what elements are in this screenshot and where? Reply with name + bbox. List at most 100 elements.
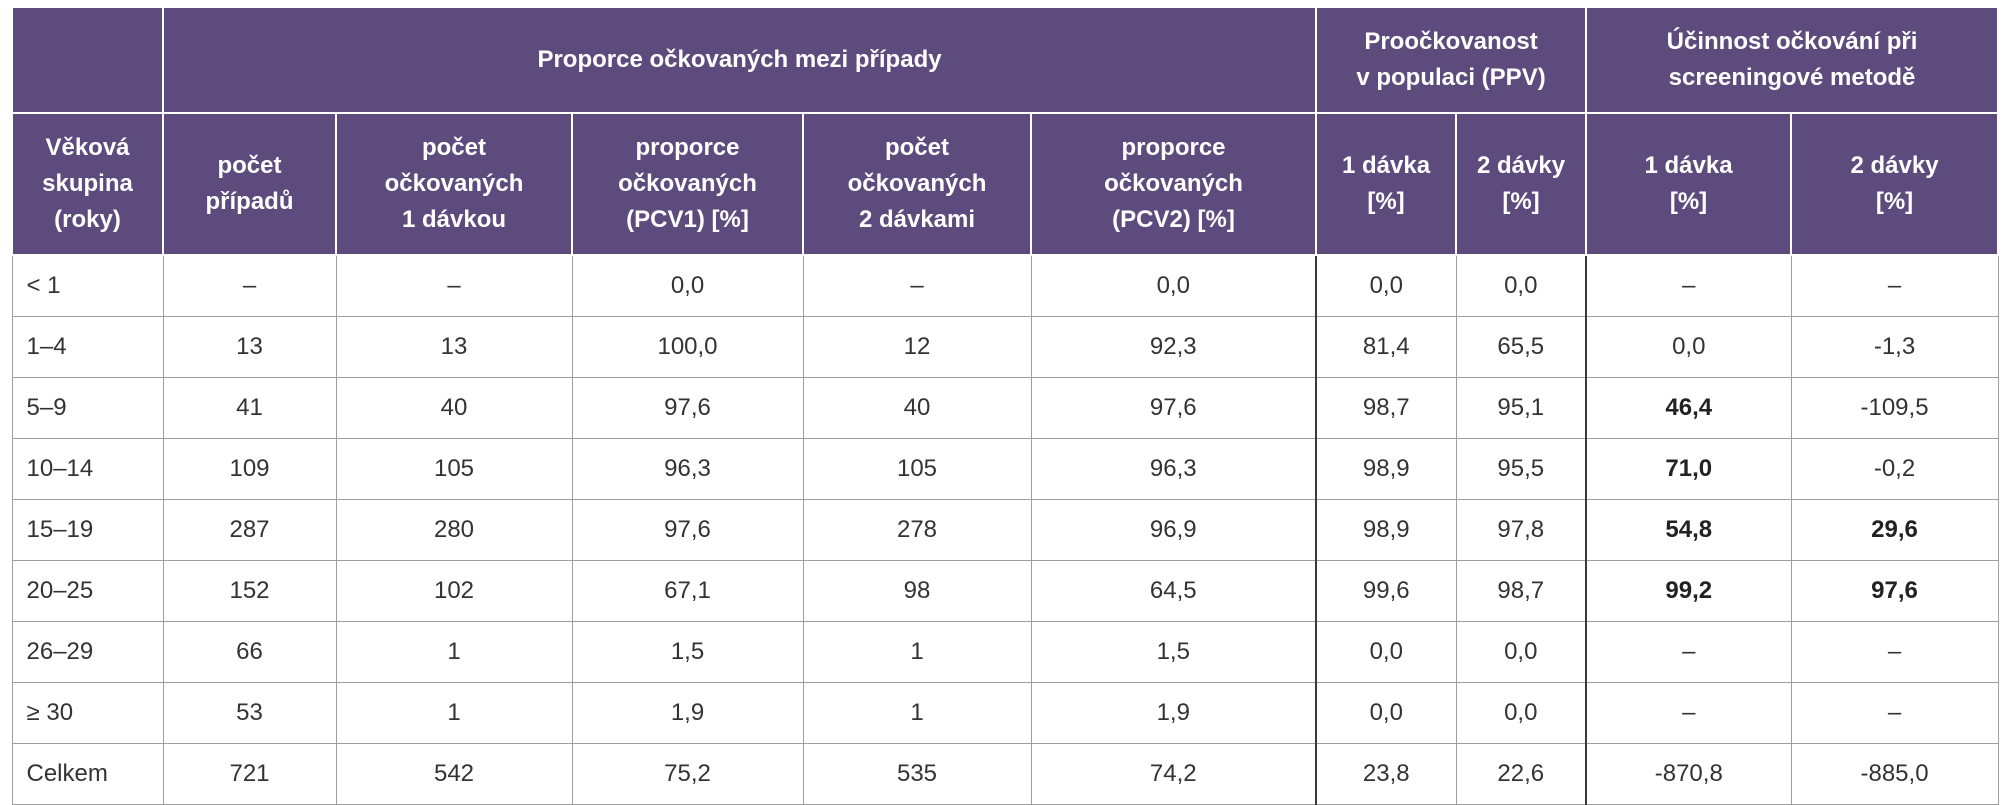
cell-efficacy-1: – — [1585, 254, 1792, 317]
cell-coverage-1: 98,9 — [1315, 499, 1457, 561]
cell-efficacy-2: -1,3 — [1790, 316, 1999, 378]
cell-vaccinated-1: 13 — [335, 316, 573, 378]
cell-proportion-1: 100,0 — [571, 316, 804, 378]
cell-efficacy-2: 29,6 — [1790, 499, 1999, 561]
cell-cases: 152 — [162, 560, 337, 622]
cell-vaccinated-1: – — [335, 254, 573, 317]
header-coverage-2: 2 dávky [%] — [1455, 112, 1588, 256]
cell-coverage-1: 0,0 — [1315, 682, 1457, 744]
cell-proportion-1: 0,0 — [571, 254, 804, 317]
cell-proportion-1: 1,9 — [571, 682, 804, 744]
header-group-efficacy: Účinnost očkování při screeningové metod… — [1585, 6, 2000, 114]
header-group-coverage: Proočkovanost v populaci (PPV) — [1315, 6, 1588, 114]
cell-age: < 1 — [11, 254, 164, 317]
cell-coverage-2: 0,0 — [1455, 621, 1587, 683]
cell-proportion-2: 96,3 — [1030, 438, 1317, 500]
cell-efficacy-1: 0,0 — [1585, 316, 1792, 378]
cell-proportion-1: 96,3 — [571, 438, 804, 500]
cell-proportion-2: 1,9 — [1030, 682, 1317, 744]
cell-age: 5–9 — [11, 377, 164, 439]
cell-proportion-1: 67,1 — [571, 560, 804, 622]
cell-coverage-2: 0,0 — [1455, 254, 1587, 317]
table-row: 20–25 152 102 67,1 98 64,5 99,6 98,7 99,… — [11, 560, 1999, 622]
cell-efficacy-2: -109,5 — [1790, 377, 1999, 439]
cell-vaccinated-1: 542 — [335, 743, 573, 805]
cell-age: Celkem — [11, 743, 164, 805]
cell-vaccinated-2: 40 — [802, 377, 1032, 439]
table-row: 5–9 41 40 97,6 40 97,6 98,7 95,1 46,4 -1… — [11, 377, 1999, 439]
cell-vaccinated-1: 1 — [335, 682, 573, 744]
table-row: ≥ 30 53 1 1,9 1 1,9 0,0 0,0 – – — [11, 682, 1999, 744]
cell-coverage-1: 0,0 — [1315, 254, 1457, 317]
header-row-columns: Věková skupina (roky) počet případů poče… — [11, 112, 2000, 256]
header-age-group: Věková skupina (roky) — [11, 112, 164, 256]
cell-coverage-1: 0,0 — [1315, 621, 1457, 683]
cell-vaccinated-1: 280 — [335, 499, 573, 561]
cell-coverage-1: 98,7 — [1315, 377, 1457, 439]
cell-efficacy-1: – — [1585, 682, 1792, 744]
cell-coverage-2: 65,5 — [1455, 316, 1587, 378]
cell-proportion-2: 97,6 — [1030, 377, 1317, 439]
cell-efficacy-2: -885,0 — [1790, 743, 1999, 805]
cell-coverage-2: 22,6 — [1455, 743, 1587, 805]
table-row: 26–29 66 1 1,5 1 1,5 0,0 0,0 – – — [11, 621, 1999, 683]
cell-vaccinated-2: 98 — [802, 560, 1032, 622]
cell-vaccinated-2: 1 — [802, 621, 1032, 683]
cell-proportion-2: 96,9 — [1030, 499, 1317, 561]
header-empty — [11, 6, 164, 114]
cell-efficacy-1: 46,4 — [1585, 377, 1792, 439]
cell-efficacy-1: 54,8 — [1585, 499, 1792, 561]
cell-efficacy-1: -870,8 — [1585, 743, 1792, 805]
cell-cases: 41 — [162, 377, 337, 439]
cell-proportion-2: 74,2 — [1030, 743, 1317, 805]
cell-efficacy-2: – — [1790, 621, 1999, 683]
cell-proportion-1: 97,6 — [571, 499, 804, 561]
cell-age: 15–19 — [11, 499, 164, 561]
cell-vaccinated-2: 278 — [802, 499, 1032, 561]
table-row: < 1 – – 0,0 – 0,0 0,0 0,0 – – — [11, 254, 1999, 317]
cell-age: 20–25 — [11, 560, 164, 622]
table-row: 10–14 109 105 96,3 105 96,3 98,9 95,5 71… — [11, 438, 1999, 500]
cell-vaccinated-2: 1 — [802, 682, 1032, 744]
cell-age: 1–4 — [11, 316, 164, 378]
cell-cases: 109 — [162, 438, 337, 500]
table-row: 15–19 287 280 97,6 278 96,9 98,9 97,8 54… — [11, 499, 1999, 561]
cell-coverage-1: 23,8 — [1315, 743, 1457, 805]
header-coverage-1: 1 dávka [%] — [1315, 112, 1458, 256]
cell-proportion-1: 97,6 — [571, 377, 804, 439]
cell-efficacy-1: – — [1585, 621, 1792, 683]
cell-coverage-2: 98,7 — [1455, 560, 1587, 622]
header-vaccinated-2: počet očkovaných 2 dávkami — [802, 112, 1032, 256]
cell-vaccinated-2: 105 — [802, 438, 1032, 500]
cell-coverage-2: 95,5 — [1455, 438, 1587, 500]
cell-proportion-2: 0,0 — [1030, 254, 1317, 317]
cell-efficacy-2: 97,6 — [1790, 560, 1999, 622]
header-row-groups: Proporce očkovaných mezi případy Proočko… — [11, 6, 2000, 114]
cell-cases: 721 — [162, 743, 337, 805]
cell-cases: – — [162, 254, 337, 317]
cell-age: 10–14 — [11, 438, 164, 500]
cell-efficacy-2: – — [1790, 254, 1999, 317]
cell-coverage-2: 95,1 — [1455, 377, 1587, 439]
header-efficacy-2: 2 dávky [%] — [1790, 112, 2000, 256]
header-group-proportion: Proporce očkovaných mezi případy — [161, 6, 1318, 114]
header-proportion-2: proporce očkovaných (PCV2) [%] — [1029, 112, 1318, 256]
cell-age: 26–29 — [11, 621, 164, 683]
header-proportion-1: proporce očkovaných (PCV1) [%] — [571, 112, 804, 256]
header-efficacy-1: 1 dávka [%] — [1585, 112, 1793, 256]
cell-vaccinated-2: 535 — [802, 743, 1032, 805]
cell-vaccinated-1: 102 — [335, 560, 573, 622]
cell-cases: 66 — [162, 621, 337, 683]
cell-proportion-2: 92,3 — [1030, 316, 1317, 378]
cell-coverage-2: 0,0 — [1455, 682, 1587, 744]
cell-proportion-2: 64,5 — [1030, 560, 1317, 622]
header-vaccinated-1: počet očkovaných 1 dávkou — [335, 112, 573, 256]
cell-coverage-1: 81,4 — [1315, 316, 1457, 378]
cell-vaccinated-1: 40 — [335, 377, 573, 439]
header-cases: počet případů — [162, 112, 337, 256]
cell-cases: 53 — [162, 682, 337, 744]
cell-age: ≥ 30 — [11, 682, 164, 744]
cell-proportion-2: 1,5 — [1030, 621, 1317, 683]
cell-coverage-2: 97,8 — [1455, 499, 1587, 561]
cell-cases: 287 — [162, 499, 337, 561]
